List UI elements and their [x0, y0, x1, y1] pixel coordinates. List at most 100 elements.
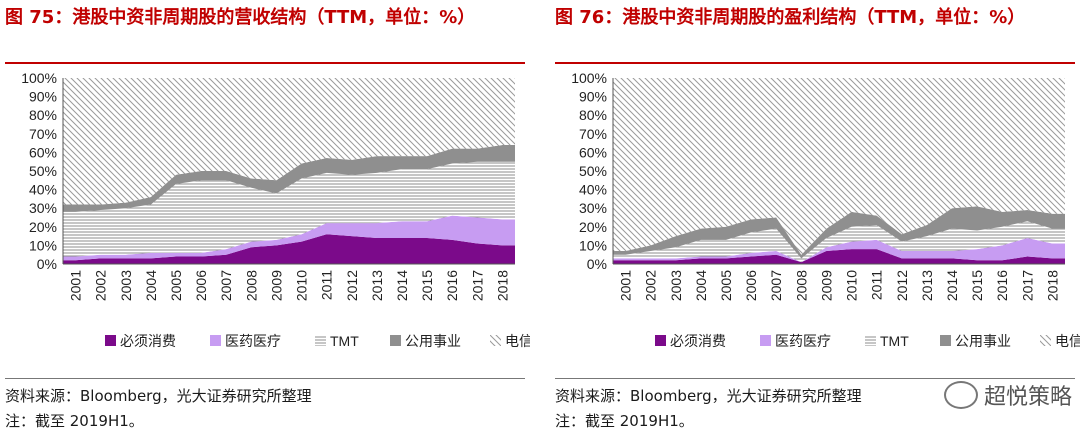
x-tick-label: 2001: [618, 270, 634, 301]
note-text: 注：截至 2019H1。: [555, 412, 694, 430]
legend-item: 公用事业: [390, 333, 461, 349]
legend-swatch: [210, 335, 221, 346]
legend-label: TMT: [880, 333, 909, 349]
area-series-3: [63, 144, 515, 212]
legend-item: 公用事业: [940, 333, 1011, 349]
y-tick-label: 50%: [29, 163, 57, 179]
legend-item: 医药医疗: [760, 333, 831, 349]
area-series-0: [613, 249, 1065, 264]
right-panel: 图 76：港股中资非周期股的盈利结构（TTM，单位：%） 0% 10% 20% 30%…: [555, 0, 1080, 439]
x-tick-label: 2011: [869, 270, 885, 300]
x-tick-label: 2014: [394, 270, 410, 301]
x-tick-label: 2008: [243, 270, 259, 301]
area-series-2: [613, 221, 1065, 263]
legend-label: 医药医疗: [225, 333, 281, 349]
legend-label: TMT: [330, 333, 359, 349]
wechat-icon: [943, 381, 978, 409]
x-tick-label: 2017: [469, 270, 485, 301]
watermark: 超悦策略: [943, 379, 1072, 411]
x-tick-label: 2003: [668, 270, 684, 301]
chart-title: 图 75：港股中资非周期股的营收结构（TTM，单位：%）: [5, 7, 476, 28]
area-series-1: [613, 237, 1065, 263]
y-tick-label: 10%: [29, 237, 57, 253]
x-tick-label: 2006: [193, 270, 209, 301]
y-tick-label: 70%: [579, 126, 607, 142]
legend-label: 公用事业: [955, 333, 1011, 349]
legend-swatch: [655, 335, 666, 346]
note-text: 注：截至 2019H1。: [5, 412, 144, 430]
y-tick-label: 90%: [29, 89, 57, 105]
y-tick-label: 0%: [37, 256, 57, 272]
y-tick-label: 40%: [29, 182, 57, 198]
x-tick-label: 2018: [1044, 270, 1060, 301]
legend-label: 必须消费: [670, 333, 726, 349]
x-tick-label: 2016: [444, 270, 460, 301]
legend-item: TMT: [865, 333, 909, 349]
x-tick-label: 2012: [344, 270, 360, 301]
source-rule: [555, 378, 1075, 379]
x-tick-label: 2007: [768, 270, 784, 301]
profit-structure-chart: 0% 10% 20% 30% 40% 50% 60% 70% 80% 90% 100% 2001 200…: [571, 70, 1080, 349]
x-tick-label: 2014: [944, 270, 960, 301]
x-tick-label: 2013: [369, 270, 385, 301]
legend-swatch: [315, 335, 326, 346]
x-tick-label: 2011: [319, 270, 335, 300]
y-tick-label: 100%: [571, 70, 607, 86]
area-series-2: [63, 161, 515, 257]
area-series-1: [63, 215, 515, 261]
x-tick-label: 2002: [93, 270, 109, 301]
y-tick-label: 40%: [579, 182, 607, 198]
x-tick-label: 2007: [218, 270, 234, 301]
x-tick-label: 2010: [294, 270, 310, 301]
legend-label: 电信: [1055, 333, 1080, 349]
x-tick-label: 2012: [894, 270, 910, 301]
legend-item: 电信: [490, 333, 530, 349]
legend-label: 必须消费: [120, 333, 176, 349]
title-rule: [5, 62, 525, 64]
y-tick-label: 30%: [29, 200, 57, 216]
y-tick-label: 30%: [579, 200, 607, 216]
chart-title: 图 76：港股中资非周期股的盈利结构（TTM，单位：%）: [555, 7, 1026, 28]
x-tick-label: 2009: [818, 270, 834, 301]
x-tick-label: 2005: [168, 270, 184, 301]
source-rule: [5, 378, 525, 379]
x-tick-label: 2004: [143, 270, 159, 301]
area-series-3: [613, 206, 1065, 259]
x-tick-label: 2017: [1019, 270, 1035, 301]
legend-item: 必须消费: [105, 333, 176, 349]
legend-swatch: [105, 335, 116, 346]
legend-swatch: [1040, 335, 1051, 346]
y-tick-label: 70%: [29, 126, 57, 142]
x-tick-label: 2006: [743, 270, 759, 301]
y-tick-label: 90%: [579, 89, 607, 105]
y-tick-label: 100%: [21, 70, 57, 86]
source-text: 资料来源：Bloomberg，光大证券研究所整理: [555, 387, 862, 405]
legend-item: 必须消费: [655, 333, 726, 349]
x-tick-label: 2010: [844, 270, 860, 301]
y-tick-label: 10%: [579, 237, 607, 253]
left-panel: 图 75：港股中资非周期股的营收结构（TTM，单位：%） 0% 10% 20% 30%…: [5, 0, 530, 439]
legend-item: 电信: [1040, 333, 1080, 349]
y-tick-label: 50%: [579, 163, 607, 179]
source-text: 资料来源：Bloomberg，光大证券研究所整理: [5, 387, 312, 405]
y-tick-label: 80%: [579, 107, 607, 123]
legend-item: TMT: [315, 333, 359, 349]
x-tick-label: 2002: [643, 270, 659, 301]
legend-label: 电信: [505, 333, 530, 349]
legend-swatch: [390, 335, 401, 346]
legend-swatch: [940, 335, 951, 346]
watermark-text: 超悦策略: [983, 385, 1072, 410]
revenue-structure-chart: 0% 10% 20% 30% 40% 50% 60% 70% 80% 90% 100% 2001 200…: [21, 70, 530, 349]
y-tick-label: 20%: [579, 219, 607, 235]
legend-label: 医药医疗: [775, 333, 831, 349]
x-tick-label: 2016: [994, 270, 1010, 301]
legend-swatch: [760, 335, 771, 346]
x-tick-label: 2001: [68, 270, 84, 301]
y-tick-label: 20%: [29, 219, 57, 235]
x-tick-label: 2018: [494, 270, 510, 301]
legend-swatch: [865, 335, 876, 346]
x-tick-label: 2009: [268, 270, 284, 301]
y-tick-label: 60%: [29, 144, 57, 160]
legend-swatch: [490, 335, 501, 346]
y-tick-label: 80%: [29, 107, 57, 123]
